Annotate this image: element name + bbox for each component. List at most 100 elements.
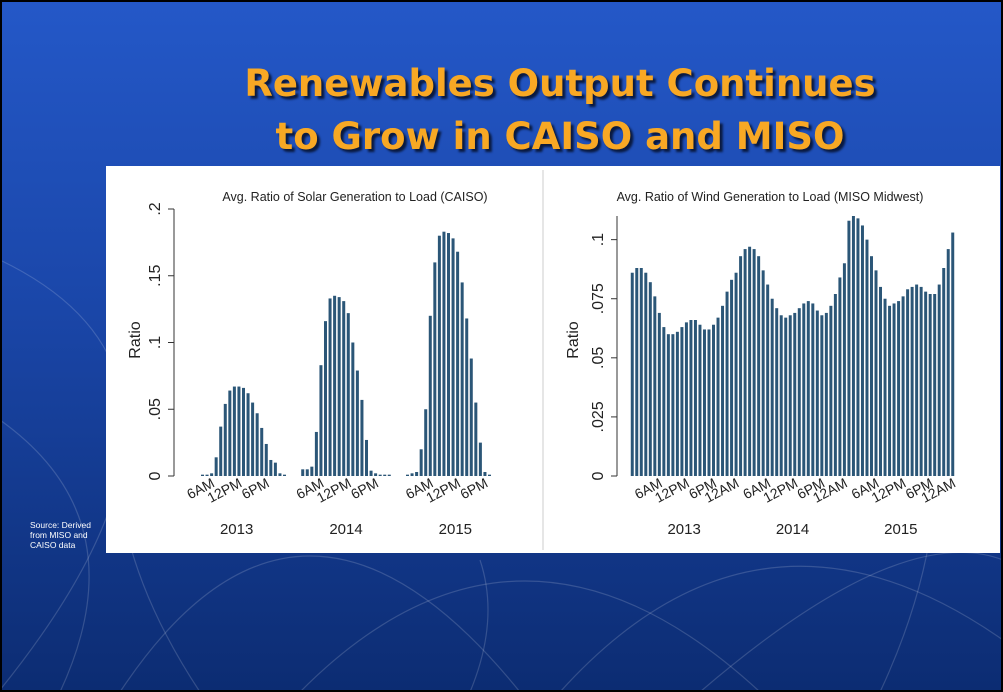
bar <box>707 329 711 476</box>
bar <box>282 474 287 476</box>
bar <box>405 474 410 476</box>
bar <box>246 393 250 476</box>
bar <box>906 289 910 476</box>
bar <box>860 225 864 476</box>
group-label: 2015 <box>439 521 472 538</box>
bar <box>951 232 955 476</box>
bar <box>333 295 337 476</box>
group-label: 2015 <box>884 521 917 538</box>
y-tick-label: 0 <box>147 471 164 480</box>
bar <box>644 272 648 476</box>
bar <box>797 308 801 476</box>
bar <box>802 303 806 476</box>
bar <box>378 474 382 476</box>
bar <box>874 270 878 476</box>
bar <box>892 303 896 476</box>
bar <box>856 218 860 476</box>
bar <box>915 284 919 476</box>
bar <box>770 298 774 476</box>
bar <box>369 470 373 476</box>
bar <box>716 317 720 476</box>
bar <box>693 320 697 476</box>
bar <box>702 329 706 476</box>
chart-title: Avg. Ratio of Wind Generation to Load (M… <box>617 190 924 204</box>
bar <box>811 303 815 476</box>
bar <box>214 457 218 476</box>
bar <box>424 409 428 476</box>
bar <box>806 301 810 476</box>
bar <box>712 324 715 476</box>
bar <box>314 431 318 476</box>
bar <box>460 282 464 476</box>
bar <box>219 426 223 476</box>
y-tick-label: .05 <box>590 347 607 369</box>
bar <box>666 334 670 476</box>
bar <box>851 216 855 476</box>
bar <box>689 320 693 476</box>
bar <box>730 279 734 476</box>
bar <box>680 327 684 476</box>
y-tick-label: 0 <box>590 471 607 480</box>
bar <box>383 474 387 476</box>
bar <box>200 474 205 476</box>
bar <box>784 317 788 476</box>
bar <box>351 342 355 476</box>
bar <box>671 334 675 476</box>
bar <box>451 238 455 476</box>
bar <box>725 291 729 476</box>
bar <box>205 474 209 476</box>
bar <box>223 403 227 476</box>
bar <box>630 272 634 476</box>
bar <box>237 386 241 476</box>
bar <box>310 466 314 476</box>
bar <box>928 294 932 476</box>
bar <box>305 469 309 476</box>
bar <box>337 297 341 476</box>
bar <box>775 308 779 476</box>
y-tick-label: .1 <box>590 233 607 246</box>
chart-panel <box>106 166 1000 553</box>
bar <box>793 312 797 476</box>
bar <box>833 294 837 476</box>
bar <box>937 284 941 476</box>
bar <box>410 473 414 476</box>
bar <box>684 322 688 476</box>
bar <box>264 443 268 476</box>
chart-title: Avg. Ratio of Solar Generation to Load (… <box>222 190 487 204</box>
y-tick-label: .15 <box>147 265 164 287</box>
bar <box>879 286 883 476</box>
bar <box>446 233 451 476</box>
bar <box>635 268 639 476</box>
bar <box>739 256 743 476</box>
bar <box>474 402 478 476</box>
bar <box>232 386 236 476</box>
bar <box>465 318 469 476</box>
bar <box>815 310 819 476</box>
bar <box>946 249 950 476</box>
bar <box>374 473 378 476</box>
slide-title: to Grow in CAISO and MISO <box>275 115 845 158</box>
bar <box>757 256 761 476</box>
bar <box>328 298 332 476</box>
bar <box>210 473 214 476</box>
bar <box>648 282 652 476</box>
bar <box>870 256 873 476</box>
bar <box>415 471 419 476</box>
group-label: 2014 <box>776 521 809 538</box>
bar <box>910 286 914 476</box>
bar <box>364 439 369 476</box>
bar <box>478 442 482 476</box>
bar <box>779 315 783 476</box>
bar <box>743 249 747 476</box>
bar <box>487 474 492 476</box>
bar <box>251 402 255 476</box>
bar <box>437 235 441 476</box>
bar <box>829 305 833 476</box>
bar <box>734 272 738 476</box>
bar <box>483 471 487 476</box>
group-label: 2014 <box>329 521 362 538</box>
bar <box>897 301 901 476</box>
bar <box>323 321 328 476</box>
bar <box>847 220 851 476</box>
